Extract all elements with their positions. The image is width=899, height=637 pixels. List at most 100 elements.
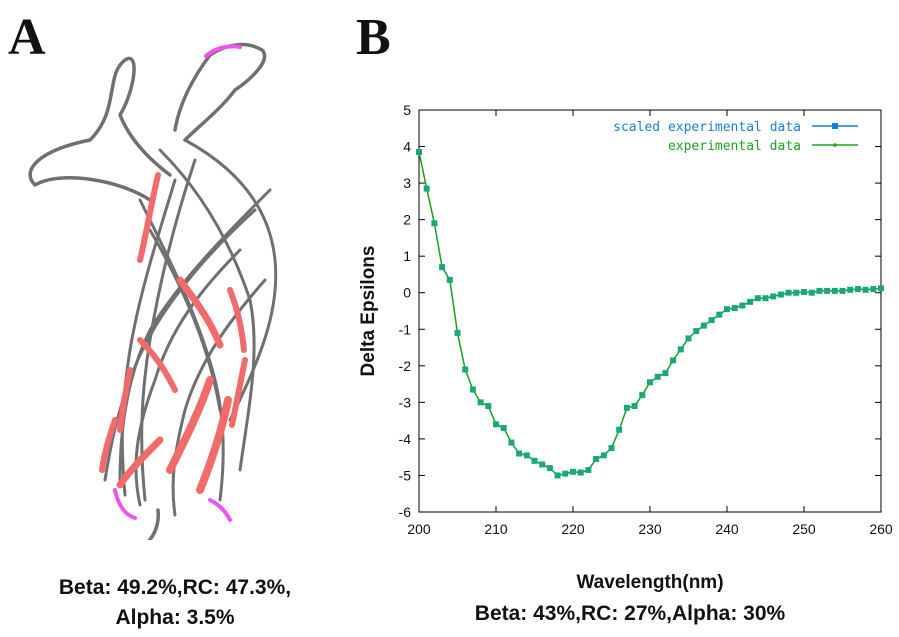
data-point <box>677 346 684 353</box>
data-point <box>862 286 869 293</box>
data-point <box>685 335 692 342</box>
beta-strand <box>137 337 178 393</box>
data-point <box>554 472 561 479</box>
y-tick-label: -4 <box>399 431 412 447</box>
data-point <box>739 302 746 309</box>
legend-label-experimental: experimental data <box>668 139 801 154</box>
data-point <box>770 293 777 300</box>
coil-strand <box>120 178 177 497</box>
coil-strand <box>140 158 197 502</box>
x-tick-label: 250 <box>792 521 816 537</box>
data-point <box>462 366 469 373</box>
turn-bottom <box>113 488 137 520</box>
data-point <box>485 403 492 410</box>
legend-label-scaled: scaled experimental data <box>613 120 801 135</box>
x-tick-label: 210 <box>484 521 508 537</box>
data-point <box>539 461 546 468</box>
data-point <box>493 421 499 428</box>
panel-b-caption: Beta: 43%,RC: 27%,Alpha: 30% <box>474 602 786 625</box>
data-point <box>546 465 553 472</box>
data-point <box>824 287 831 294</box>
data-point <box>831 287 838 294</box>
cd-spectrum-chart: 200 210 220 230 240 250 260-6-5-4-3-2-1012345 … <box>358 102 893 593</box>
data-point <box>446 276 453 283</box>
y-tick-label: 1 <box>403 248 411 264</box>
y-tick-label: 0 <box>403 285 411 301</box>
data-point <box>731 305 738 312</box>
data-point <box>878 285 884 292</box>
data-point <box>439 264 446 271</box>
data-point <box>623 404 630 411</box>
series-line-experimental <box>418 151 882 477</box>
data-point <box>654 373 661 380</box>
data-point <box>662 370 669 377</box>
data-point <box>570 468 576 475</box>
coil-strand <box>158 148 256 472</box>
panel-b-letter: B <box>356 9 391 66</box>
beta-strand <box>99 417 118 473</box>
data-point <box>469 386 476 393</box>
y-tick-label: 4 <box>403 139 411 155</box>
data-point <box>423 185 430 192</box>
y-tick-label: 5 <box>403 102 411 118</box>
data-point <box>639 392 646 399</box>
data-point <box>500 424 507 431</box>
turn-top <box>204 44 242 58</box>
y-axis-title: Delta Epsilons <box>358 246 379 377</box>
data-point <box>600 452 607 459</box>
beta-strand <box>227 287 247 353</box>
coil-tail <box>147 508 160 540</box>
coil-loop <box>28 56 172 202</box>
data-point <box>577 469 584 476</box>
data-point <box>839 287 846 294</box>
beta-strand <box>229 357 248 428</box>
y-tick-label: -1 <box>399 321 412 337</box>
coil-strand <box>148 228 222 412</box>
y-tick-label: -6 <box>399 504 412 520</box>
beta-strand <box>196 396 232 494</box>
legend-marker-scaled <box>832 123 838 129</box>
data-point <box>693 328 700 335</box>
data-point <box>870 286 877 293</box>
y-tick-label: 3 <box>403 175 411 191</box>
y-tick-label: 2 <box>403 212 411 228</box>
data-point <box>647 379 653 386</box>
data-point <box>724 306 730 313</box>
data-point <box>562 470 569 477</box>
caption-a-line2: Alpha: 3.5% <box>115 606 235 629</box>
data-point <box>762 295 769 302</box>
data-point <box>477 399 484 406</box>
data-point <box>747 298 754 305</box>
turn-bottom <box>208 498 232 522</box>
data-point <box>808 289 815 296</box>
data-point <box>708 317 715 324</box>
data-point <box>516 450 523 457</box>
data-point <box>454 329 461 336</box>
y-tick-label: -5 <box>399 467 412 483</box>
data-point <box>670 357 677 364</box>
beta-strand <box>117 367 133 433</box>
series-line-scaled <box>418 151 882 477</box>
data-point <box>816 287 823 294</box>
beta-strand <box>116 436 164 489</box>
data-point <box>716 311 723 318</box>
x-axis-title: Wavelength(nm) <box>576 572 723 593</box>
data-point <box>801 288 807 295</box>
data-point <box>793 289 800 296</box>
x-tick-label: 200 <box>407 521 431 537</box>
x-tick-label: 220 <box>561 521 585 537</box>
legend-marker-experimental <box>833 143 837 147</box>
x-tick-label: 260 <box>869 521 893 537</box>
panel-a-letter: A <box>8 9 46 66</box>
data-point <box>431 220 438 227</box>
beta-strand <box>137 172 161 263</box>
plot-frame <box>418 109 882 513</box>
coil-strand <box>103 208 257 482</box>
data-point <box>785 289 792 296</box>
x-tick-label: 230 <box>638 521 662 537</box>
caption-a-line1: Beta: 49.2%,RC: 47.3%, <box>58 576 292 599</box>
data-point <box>416 149 422 156</box>
x-tick-label: 240 <box>715 521 739 537</box>
protein-structure-illustration <box>28 42 278 540</box>
y-tick-label: -2 <box>399 358 412 374</box>
